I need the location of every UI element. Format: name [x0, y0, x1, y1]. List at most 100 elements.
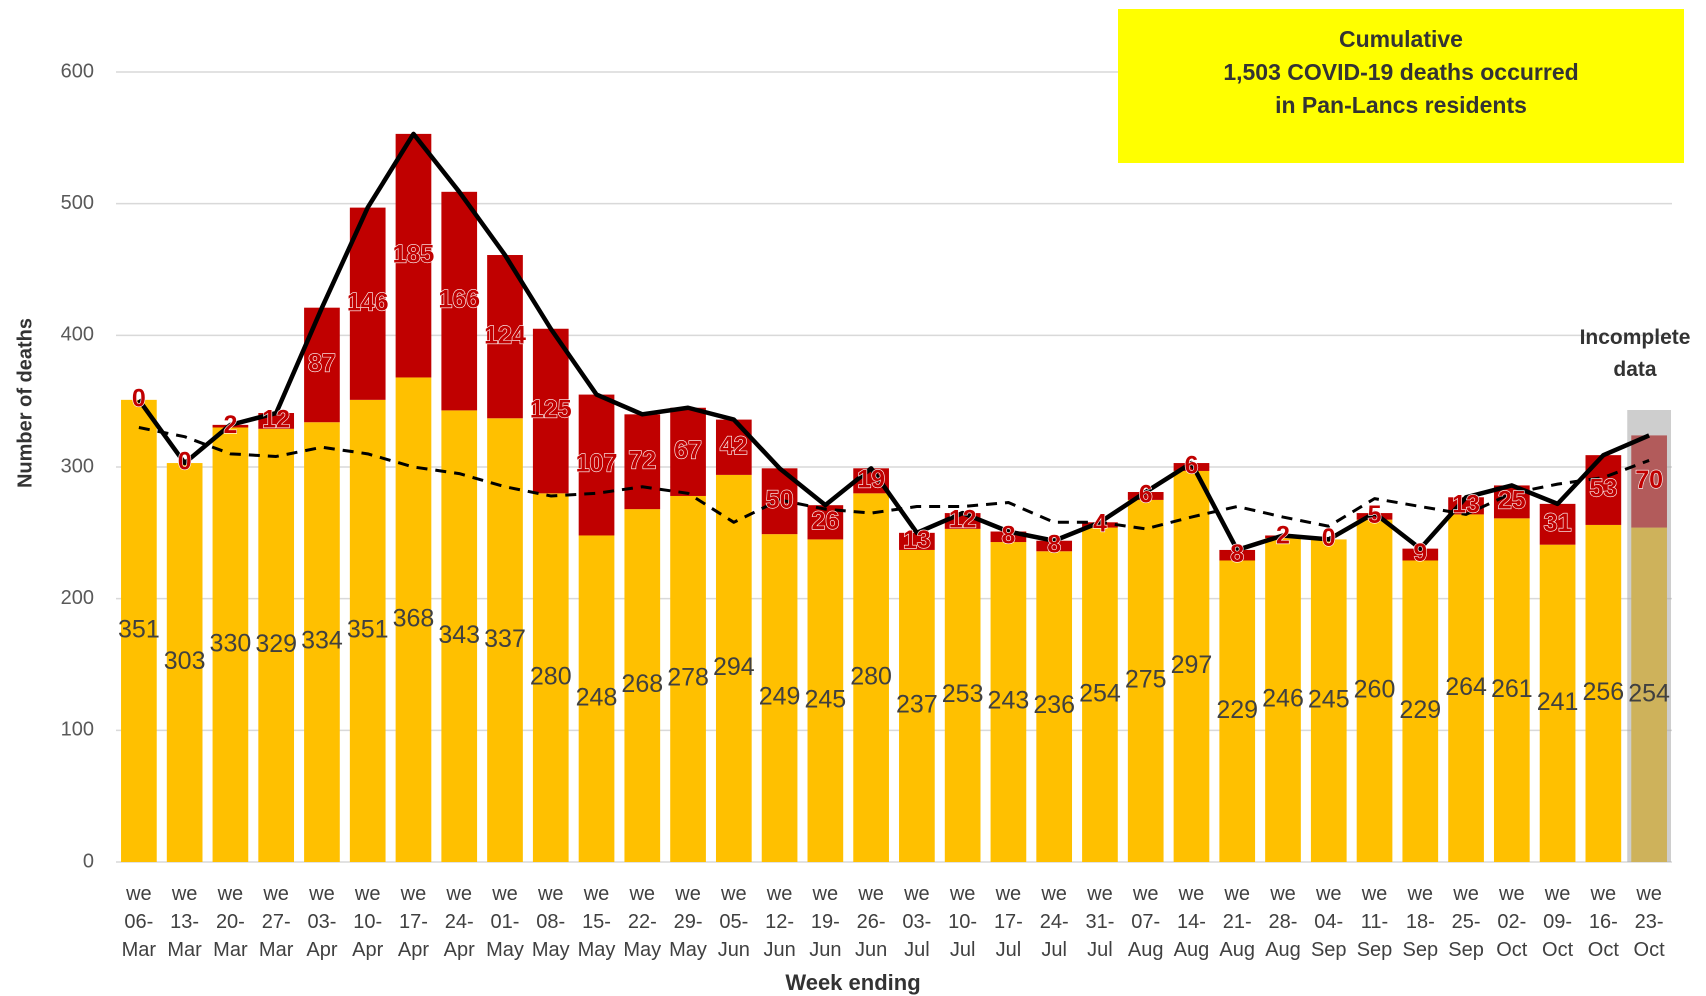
bar-segment	[487, 418, 523, 862]
data-label: 245	[1308, 685, 1350, 713]
x-tick-label: we 07- Aug	[1127, 883, 1164, 961]
y-axis-title: Number of deaths	[14, 318, 36, 488]
x-tick-label: we 12- Jun	[763, 883, 796, 961]
bar-segment	[1082, 527, 1118, 862]
bar-segment	[715, 419, 752, 475]
bar-segment	[1356, 519, 1393, 862]
data-label: 0	[178, 448, 192, 476]
data-label: 334	[301, 627, 343, 655]
bar-segment	[258, 428, 295, 862]
bar-segment	[349, 399, 386, 862]
x-tick-label: we 29- May	[669, 883, 707, 961]
bar-segment	[990, 542, 1027, 862]
x-tick-label: we 21- Aug	[1219, 883, 1256, 961]
data-label: 26	[811, 507, 839, 535]
data-label: 275	[1125, 666, 1167, 694]
data-label: 12	[262, 406, 290, 434]
bar-segment	[1127, 492, 1164, 500]
data-label: 351	[118, 616, 160, 644]
x-tick-label: we 27- Mar	[258, 883, 294, 961]
x-tick-label: we 13- Mar	[167, 883, 202, 961]
x-tick-label: we 10- Jul	[948, 883, 978, 961]
x-tick-label: we 17- Jul	[993, 883, 1023, 961]
data-label: 253	[942, 680, 984, 708]
bar-segment	[990, 531, 1027, 543]
data-label: 249	[759, 683, 801, 711]
data-label: 70	[1635, 466, 1663, 494]
y-tick-label: 300	[61, 455, 94, 477]
data-label: 8	[1047, 531, 1061, 559]
bar-segment	[853, 468, 889, 494]
y-tick-label: 400	[61, 324, 94, 346]
data-label: 87	[308, 350, 336, 378]
bar-segment	[1356, 513, 1393, 520]
data-label: 303	[164, 647, 206, 675]
x-tick-label: we 24- Jul	[1039, 883, 1069, 961]
data-label: 297	[1171, 651, 1213, 679]
bar-segment	[1539, 503, 1576, 545]
bar-segment	[807, 539, 844, 862]
y-tick-label: 100	[61, 719, 94, 741]
bar-segment	[944, 528, 981, 862]
data-label: 261	[1491, 675, 1533, 703]
data-label: 13	[1452, 490, 1480, 518]
x-tick-label: we 16- Oct	[1587, 883, 1619, 961]
data-label: 25	[1498, 487, 1526, 515]
data-label: 42	[720, 432, 748, 460]
bar-segment	[441, 410, 478, 862]
bar-segment	[212, 427, 249, 862]
data-label: 19	[857, 465, 885, 493]
data-label: 12	[949, 506, 977, 534]
x-tick-label: we 24- Apr	[443, 883, 475, 961]
bar-segment	[1219, 560, 1256, 862]
bar-segment	[899, 549, 935, 862]
bar-segment	[395, 133, 432, 378]
data-label: 67	[674, 436, 702, 464]
bar-segment	[670, 495, 706, 862]
bar-segment	[1402, 560, 1439, 862]
y-tick-label: 200	[61, 587, 94, 609]
data-label: 294	[713, 653, 755, 681]
bar-segment	[1173, 470, 1210, 862]
data-label: 254	[1628, 679, 1670, 707]
data-label: 9	[1413, 539, 1427, 567]
line-series	[138, 426, 1650, 531]
bar-segment	[395, 377, 432, 862]
data-label: 243	[988, 687, 1030, 715]
data-label: 8	[1230, 540, 1244, 568]
data-label: 13	[903, 526, 931, 554]
data-label: 280	[530, 662, 572, 690]
data-label: 4	[1093, 510, 1107, 538]
data-label: 124	[484, 321, 526, 349]
data-label: 166	[438, 286, 480, 314]
bar-segment	[349, 207, 386, 400]
data-label: 236	[1033, 691, 1075, 719]
data-label: 5	[1368, 501, 1382, 529]
data-label: 329	[255, 630, 297, 658]
x-tick-label: we 15- May	[577, 883, 616, 961]
data-label: 107	[576, 450, 618, 478]
x-tick-label: we 18- Sep	[1402, 883, 1439, 961]
bar-segment	[1219, 549, 1256, 561]
data-label: 264	[1445, 673, 1487, 701]
bar-segment	[121, 399, 157, 862]
x-tick-label: we 25- Sep	[1448, 883, 1484, 961]
x-tick-label: we 02- Oct	[1496, 883, 1528, 961]
data-label: 246	[1262, 685, 1304, 713]
x-tick-label: we 06- Mar	[121, 883, 157, 961]
bar-segment	[670, 407, 706, 496]
x-tick-label: we 05- Jun	[717, 883, 750, 961]
bar-segment	[304, 307, 340, 423]
bar-segment	[715, 474, 752, 862]
x-tick-label: we 19- Jun	[809, 883, 842, 961]
bar-segment	[624, 509, 661, 862]
data-label: 337	[484, 625, 526, 653]
data-label: 8	[1001, 521, 1015, 549]
x-tick-label: we 31- Jul	[1085, 883, 1115, 961]
data-label: 146	[347, 288, 389, 316]
y-tick-label: 600	[61, 60, 94, 82]
line-series	[137, 131, 1651, 553]
bar-segment	[1448, 514, 1484, 862]
x-tick-label: we 11- Sep	[1356, 883, 1393, 961]
